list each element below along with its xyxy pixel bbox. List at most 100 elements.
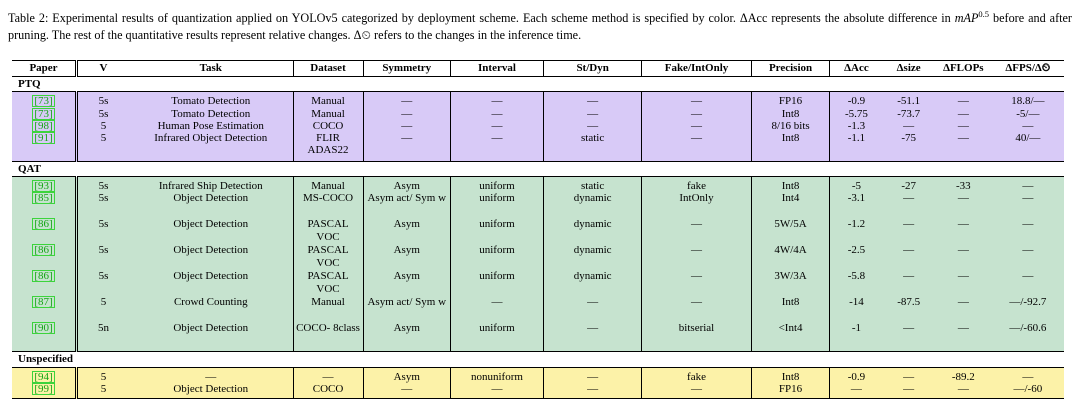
citation-link[interactable]: [98] <box>32 119 55 132</box>
reference-cell[interactable]: [85] <box>12 192 77 219</box>
table-cell: — <box>991 192 1064 219</box>
table-cell: PASCAL VOC <box>292 218 364 245</box>
table-cell: — <box>882 322 935 353</box>
table-cell: — <box>641 296 752 323</box>
table-cell: Object Detection <box>129 382 294 400</box>
table-cell: 5 <box>75 382 129 400</box>
table-cell: Int4 <box>750 192 830 219</box>
table-cell: Asym act/ Sym w <box>362 296 451 323</box>
table-cell: -1 <box>829 322 883 353</box>
table-cell: uniform <box>450 218 544 245</box>
map-superscript: 0.5 <box>978 8 990 19</box>
citation-link[interactable]: [99] <box>32 382 55 395</box>
table-cell: Asym <box>362 367 451 383</box>
table-cell: — <box>934 192 992 219</box>
table-cell: — <box>542 119 642 133</box>
table-cell: — <box>829 382 883 400</box>
column-header: Fake/IntOnly <box>641 59 752 78</box>
table-cell: — <box>292 367 364 383</box>
reference-cell[interactable]: [93] <box>12 176 77 193</box>
citation-link[interactable]: [91] <box>32 132 55 145</box>
table-cell: -14 <box>829 296 883 323</box>
column-header: ΔFPS/Δ⏲ <box>991 59 1064 78</box>
table-cell: -5 <box>829 176 883 193</box>
table-cell: Tomato Detection <box>129 91 294 108</box>
table-row: [91] 5 Infrared Object Detection FLIR ADAS2… <box>12 132 1064 163</box>
reference-cell[interactable]: [86] <box>12 244 77 271</box>
reference-cell[interactable]: [98] <box>12 119 77 133</box>
table-cell: PASCAL VOC <box>292 270 364 297</box>
table-cell: Object Detection <box>129 270 294 297</box>
reference-cell[interactable]: [99] <box>12 382 77 400</box>
citation-link[interactable]: [94] <box>32 370 55 383</box>
reference-cell[interactable]: [73] <box>12 107 77 120</box>
table-row: [94] 5— — Asym nonuniform — fake Int8 -0.9— -89.2… <box>12 367 1064 383</box>
table-cell: 5s <box>75 270 129 297</box>
reference-cell[interactable]: [87] <box>12 296 77 323</box>
reference-cell[interactable]: [86] <box>12 270 77 297</box>
table-row: [86] 5s Object Detection PASCAL VOC Asym unif… <box>12 218 1064 245</box>
table-cell: -5/— <box>991 107 1064 120</box>
table-cell: Object Detection <box>129 192 294 219</box>
citation-link[interactable]: [93] <box>32 180 55 193</box>
table-cell: — <box>641 382 752 400</box>
table-cell: nonuniform <box>450 367 544 383</box>
table-cell: Asym <box>362 244 451 271</box>
table-cell: 8/16 bits <box>750 119 830 133</box>
reference-cell[interactable]: [73] <box>12 91 77 108</box>
table-cell: — <box>991 176 1064 193</box>
table-cell: 5 <box>75 367 129 383</box>
citation-link[interactable]: [73] <box>32 95 55 108</box>
table-cell: -1.2 <box>829 218 883 245</box>
table-cell: dynamic <box>542 244 642 271</box>
citation-link[interactable]: [85] <box>32 192 55 205</box>
table-cell: -89.2 <box>934 367 992 383</box>
table-cell: uniform <box>450 322 544 353</box>
citation-link[interactable]: [87] <box>32 296 55 309</box>
column-header: ΔAcc <box>829 59 883 78</box>
reference-cell[interactable]: [86] <box>12 218 77 245</box>
table-cell: — <box>882 244 935 271</box>
column-header: Precision <box>750 59 830 78</box>
column-header: V <box>75 59 129 78</box>
table-cell: -0.9 <box>829 91 883 108</box>
table-cell: Infrared Ship Detection <box>129 176 294 193</box>
citation-link[interactable]: [86] <box>32 244 55 257</box>
table-cell: — <box>641 270 752 297</box>
caption-label: Table 2: <box>8 11 49 25</box>
table-cell: -5.75 <box>829 107 883 120</box>
table-cell: Tomato Detection <box>129 107 294 120</box>
section-label: Unspecified <box>12 351 1064 368</box>
table-cell: -33 <box>934 176 992 193</box>
citation-link[interactable]: [73] <box>32 107 55 120</box>
table-cell: — <box>934 296 992 323</box>
table-cell: — <box>934 218 992 245</box>
reference-cell[interactable]: [90] <box>12 322 77 353</box>
citation-link[interactable]: [86] <box>32 218 55 231</box>
table-cell: — <box>362 107 451 120</box>
table-cell: FP16 <box>750 382 830 400</box>
citation-link[interactable]: [90] <box>32 322 55 335</box>
table-row: [73] 5s Tomato Detection Manual — — — — FP16 -0.9… <box>12 91 1064 108</box>
reference-cell[interactable]: [91] <box>12 132 77 163</box>
table-cell: —/-92.7 <box>991 296 1064 323</box>
results-table: Paper V Task Dataset Symmetry Interval St/Dyn F… <box>12 59 1064 400</box>
table-cell: -2.5 <box>829 244 883 271</box>
table-cell: -73.7 <box>882 107 935 120</box>
table-cell: — <box>934 119 992 133</box>
column-header: St/Dyn <box>542 59 642 78</box>
reference-cell[interactable]: [94] <box>12 367 77 383</box>
table-row: [73] 5s Tomato Detection Manual — — — — Int8 -5.7… <box>12 107 1064 120</box>
citation-link[interactable]: [86] <box>32 270 55 283</box>
table-cell: — <box>882 367 935 383</box>
table-cell: fake <box>641 367 752 383</box>
section-row: PTQ <box>12 76 1064 93</box>
table-cell: 5s <box>75 192 129 219</box>
table-cell: — <box>450 91 544 108</box>
table-cell: — <box>934 382 992 400</box>
table-cell: — <box>934 132 992 163</box>
table-cell: 5 <box>75 119 129 133</box>
table-row: [90] 5n Object Detection COCO- 8class Asym un… <box>12 322 1064 353</box>
table-cell: — <box>641 107 752 120</box>
table-cell: -87.5 <box>882 296 935 323</box>
